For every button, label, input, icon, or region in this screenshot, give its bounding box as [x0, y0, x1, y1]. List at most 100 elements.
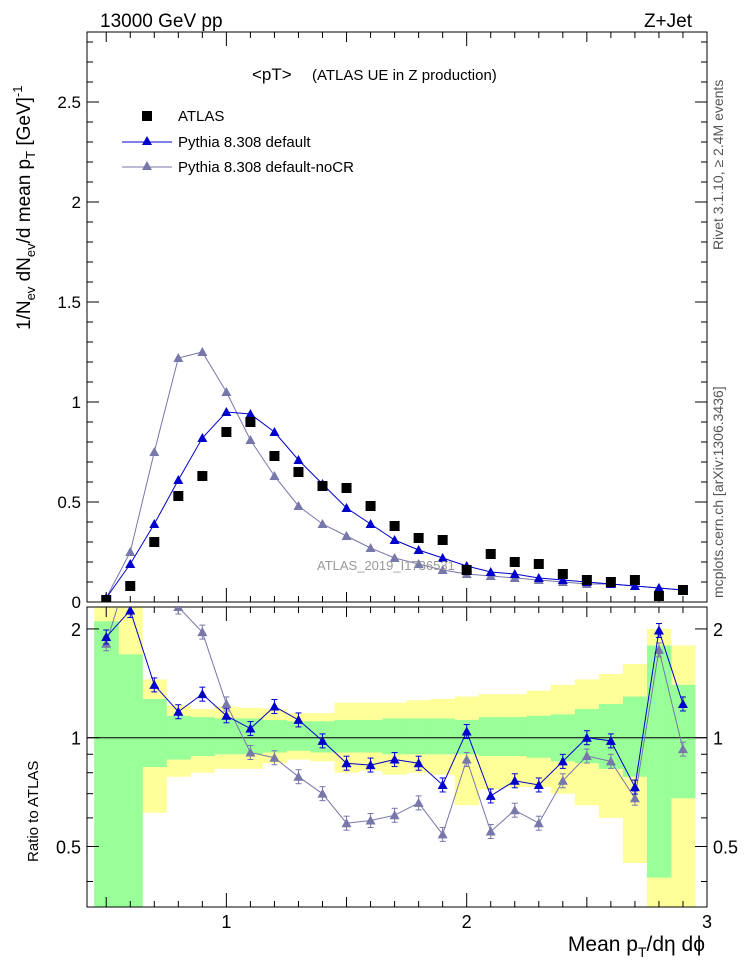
main-frame — [86, 31, 708, 603]
energy-label: 13000 GeV pp — [100, 11, 223, 32]
band-inner — [382, 718, 408, 755]
band-inner — [646, 645, 672, 878]
band-inner — [262, 719, 287, 753]
main-point-atlas — [605, 577, 616, 587]
axes — [86, 31, 708, 908]
ratio-point-nocr — [437, 829, 448, 839]
ratio-point-nocr — [173, 607, 184, 611]
ratio-point-nocr — [389, 810, 400, 820]
ratio-point-default — [341, 758, 352, 768]
ratio-point-nocr — [221, 698, 232, 708]
x-axis-title: Mean pT/dη dϕ — [568, 933, 705, 960]
ratio-point-nocr — [197, 627, 208, 637]
ratio-point-nocr — [485, 826, 496, 836]
ratio-point-nocr — [245, 747, 256, 757]
main-ytick-label: 0.5 — [57, 493, 81, 512]
main-point-default — [149, 519, 160, 528]
main-point-default — [221, 407, 232, 416]
band-inner — [526, 715, 552, 758]
ratio-point-nocr — [293, 771, 304, 781]
main-point-atlas — [341, 483, 352, 493]
main-point-nocr — [341, 531, 352, 540]
ratio-point-default — [245, 723, 256, 733]
band-inner — [406, 718, 432, 755]
main-point-atlas — [581, 575, 592, 585]
ratio-point-nocr — [653, 644, 664, 654]
ratio-point-default — [149, 679, 160, 689]
main-point-default — [437, 553, 448, 562]
main-point-atlas — [413, 533, 424, 543]
ratio-point-default — [101, 631, 112, 641]
main-point-atlas — [629, 575, 640, 585]
process-label: Z+Jet — [644, 11, 693, 32]
band-inner — [94, 621, 119, 907]
main-point-default — [413, 545, 424, 554]
main-ytick-label: 1.5 — [57, 293, 81, 312]
watermark: ATLAS_2019_I1736531 — [317, 558, 455, 573]
main-point-atlas — [101, 595, 112, 602]
ratio-point-default — [557, 756, 568, 766]
ratio-point-nocr — [509, 805, 520, 815]
main-point-nocr — [221, 387, 232, 396]
legend-marker-atlas — [142, 111, 152, 121]
main-point-atlas — [149, 537, 160, 547]
main-point-nocr — [317, 519, 328, 528]
main-ytick-label: 0 — [72, 593, 81, 612]
main-point-default — [245, 409, 256, 418]
main-ytick-label: 2.5 — [57, 93, 81, 112]
ratio-point-nocr — [461, 754, 472, 764]
legend-marker-default — [142, 136, 152, 145]
ratio-point-default — [197, 689, 208, 699]
main-point-nocr — [149, 447, 160, 456]
main-point-atlas — [245, 417, 256, 427]
main-point-default — [341, 503, 352, 512]
ratio-point-nocr — [557, 775, 568, 785]
main-point-nocr — [389, 553, 400, 562]
band-inner — [622, 696, 648, 777]
ratio-point-nocr — [317, 788, 328, 798]
main-point-nocr — [173, 353, 184, 362]
main-point-atlas — [677, 585, 688, 595]
main-point-nocr — [437, 565, 448, 574]
ratio-point-default — [173, 706, 184, 716]
ratio-point-default — [221, 710, 232, 720]
mcplots-label: mcplots.cern.ch [arXiv:1306.3436] — [710, 386, 726, 598]
legend-label-atlas: ATLAS — [178, 108, 224, 125]
band-inner — [430, 718, 456, 755]
ratio-point-nocr — [413, 797, 424, 807]
band-inner — [190, 717, 215, 756]
main-point-nocr — [125, 547, 136, 556]
legend-marker-nocr — [142, 161, 152, 170]
ratio-point-nocr — [365, 815, 376, 825]
ratio-point-nocr — [533, 818, 544, 828]
ratio-point-nocr — [269, 752, 280, 762]
band-inner — [214, 718, 239, 755]
ratio-point-nocr — [581, 750, 592, 760]
main-point-default — [653, 583, 664, 592]
ratio-point-default — [653, 625, 664, 635]
ratio-plot-area — [87, 607, 707, 842]
main-point-nocr — [365, 543, 376, 552]
main-point-default — [365, 519, 376, 528]
ratio-point-default — [413, 758, 424, 768]
main-y-axis-title: 1/Nev dNev/d mean pT [GeV]-1 — [10, 86, 38, 331]
main-plot-area — [101, 347, 688, 602]
main-point-default — [389, 535, 400, 544]
main-point-atlas — [437, 535, 448, 545]
main-point-atlas — [221, 427, 232, 437]
main-point-atlas — [509, 557, 520, 567]
band-inner — [334, 719, 360, 753]
main-point-default — [509, 569, 520, 578]
plot-title: <pT> — [252, 65, 292, 84]
ratio-point-default — [293, 714, 304, 724]
main-point-atlas — [533, 559, 544, 569]
main-point-atlas — [269, 451, 280, 461]
main-point-atlas — [653, 591, 664, 601]
ratio-point-default — [509, 775, 520, 785]
main-point-atlas — [557, 569, 568, 579]
main-point-atlas — [293, 467, 304, 477]
ratio-point-default — [485, 790, 496, 800]
ratio-ytick-label-left: 2 — [71, 620, 81, 640]
ratio-point-default — [269, 701, 280, 711]
main-point-default — [557, 575, 568, 584]
